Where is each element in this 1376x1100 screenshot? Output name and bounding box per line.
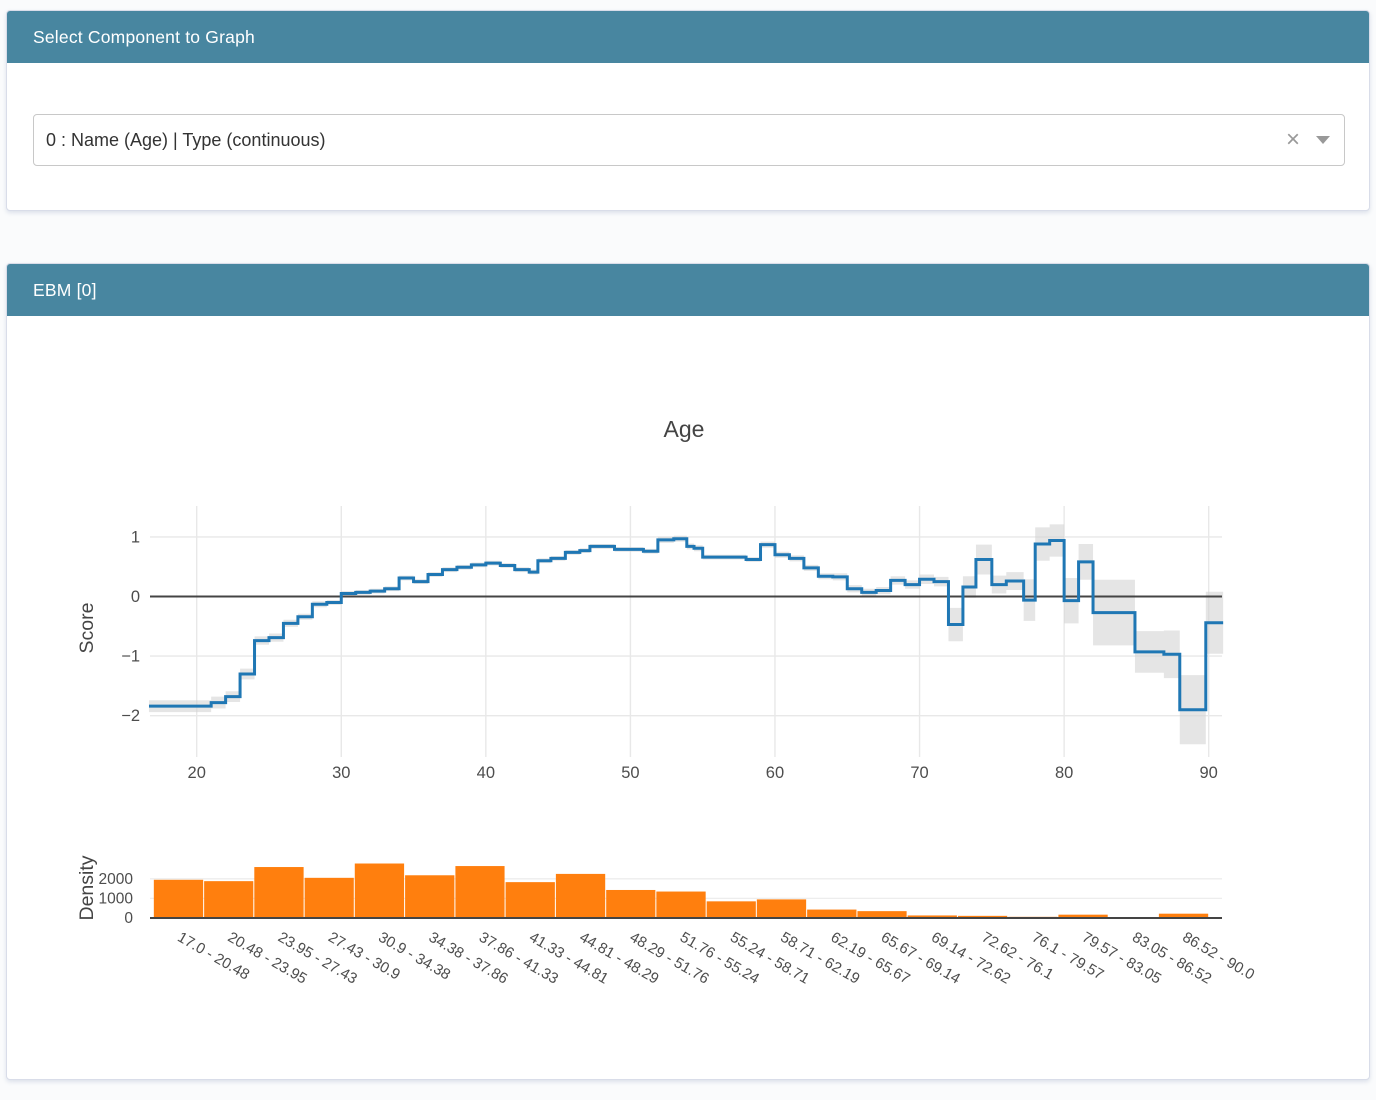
svg-text:2000: 2000 <box>99 871 134 888</box>
ebm-panel-title: EBM [0] <box>33 280 97 300</box>
chevron-down-icon[interactable] <box>1316 136 1330 144</box>
svg-text:80: 80 <box>1055 764 1073 782</box>
select-component-panel: Select Component to Graph 0 : Name (Age)… <box>6 10 1370 211</box>
svg-text:20: 20 <box>188 764 206 782</box>
select-component-body: 0 : Name (Age) | Type (continuous) × <box>7 63 1369 210</box>
clear-icon[interactable]: × <box>1285 126 1300 153</box>
svg-text:70: 70 <box>910 764 928 782</box>
select-component-title: Select Component to Graph <box>33 27 255 47</box>
ebm-panel: EBM [0] Age 20 30 40 50 60 70 80 90 1 0 −1 −2 Score 0 1… <box>6 263 1370 1080</box>
svg-text:1: 1 <box>131 528 140 546</box>
svg-text:1000: 1000 <box>99 890 134 907</box>
svg-text:0: 0 <box>131 588 140 606</box>
ebm-panel-header: EBM [0] <box>7 264 1369 316</box>
svg-text:50: 50 <box>621 764 639 782</box>
svg-text:Density: Density <box>76 855 98 920</box>
ebm-panel-body: Age 20 30 40 50 60 70 80 90 1 0 −1 −2 Score 0 1000 2000 1… <box>7 316 1369 1079</box>
svg-text:Age: Age <box>664 416 705 442</box>
svg-text:30: 30 <box>332 764 350 782</box>
svg-text:−2: −2 <box>121 707 140 725</box>
page: Select Component to Graph 0 : Name (Age)… <box>6 0 1370 1080</box>
component-dropdown[interactable]: 0 : Name (Age) | Type (continuous) × <box>33 114 1345 166</box>
svg-text:90: 90 <box>1200 764 1218 782</box>
select-component-header: Select Component to Graph <box>7 11 1369 63</box>
svg-text:−1: −1 <box>121 648 140 666</box>
svg-text:0: 0 <box>124 910 133 927</box>
svg-text:40: 40 <box>477 764 495 782</box>
component-dropdown-value: 0 : Name (Age) | Type (continuous) <box>46 129 326 150</box>
svg-text:60: 60 <box>766 764 784 782</box>
svg-text:Score: Score <box>76 603 98 654</box>
